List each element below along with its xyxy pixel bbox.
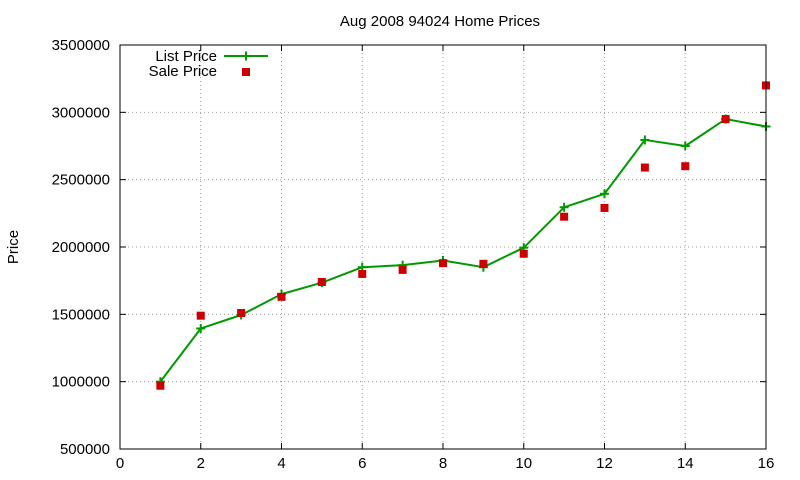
sale-price-point <box>156 381 165 390</box>
list-price-point <box>640 135 650 145</box>
sale-price-point <box>479 259 488 268</box>
sale-price-point <box>600 203 609 212</box>
y-axis-label: Price <box>5 230 22 264</box>
axis-tick-labels: 0 2 4 6 8 10 12 14 16 500000 1000000 1500000 2000000… <box>52 37 775 472</box>
x-tick-label: 0 <box>116 455 124 472</box>
chart-title: Aug 2008 94024 Home Prices <box>340 13 540 30</box>
x-tick-label: 8 <box>439 455 447 472</box>
x-tick-label: 4 <box>277 455 285 472</box>
y-tick-label: 500000 <box>60 441 110 458</box>
x-tick-label: 10 <box>515 455 532 472</box>
sale-price-point <box>277 292 286 301</box>
list-price-point <box>600 189 609 199</box>
x-tick-label: 14 <box>677 455 694 472</box>
y-tick-label: 2500000 <box>52 172 110 189</box>
x-tick-label: 2 <box>197 455 205 472</box>
sale-price-point <box>721 115 730 124</box>
sale-price-point <box>358 269 367 278</box>
list-price-point <box>196 323 206 333</box>
sale-price-point <box>681 162 690 171</box>
y-tick-label: 1500000 <box>52 306 110 323</box>
y-tick-label: 3000000 <box>52 104 110 121</box>
legend-label-list-price: List Price <box>155 48 217 65</box>
grid <box>120 45 766 449</box>
sale-price-point <box>519 249 528 258</box>
x-tick-label: 12 <box>596 455 613 472</box>
sale-price-point <box>640 163 649 172</box>
sale-price-point <box>237 308 246 317</box>
x-tick-label: 6 <box>358 455 366 472</box>
plot-frame <box>119 44 767 450</box>
axis-ticks <box>119 44 767 450</box>
y-tick-label: 1000000 <box>52 374 110 391</box>
list-price-point <box>559 202 569 212</box>
y-tick-label: 3500000 <box>52 37 110 54</box>
x-tick-label: 16 <box>758 455 775 472</box>
legend-swatch-sale-price <box>242 68 250 76</box>
list-price-line <box>159 118 767 383</box>
sale-price-point <box>196 311 205 320</box>
legend-label-sale-price: Sale Price <box>149 63 217 80</box>
sale-price-point <box>317 278 326 287</box>
series-layer <box>155 81 771 390</box>
sale-price-point <box>560 212 569 221</box>
sale-price-point <box>398 265 407 274</box>
list-price-point <box>680 141 690 151</box>
sale-price-point <box>439 259 447 268</box>
y-tick-label: 2000000 <box>52 239 110 256</box>
